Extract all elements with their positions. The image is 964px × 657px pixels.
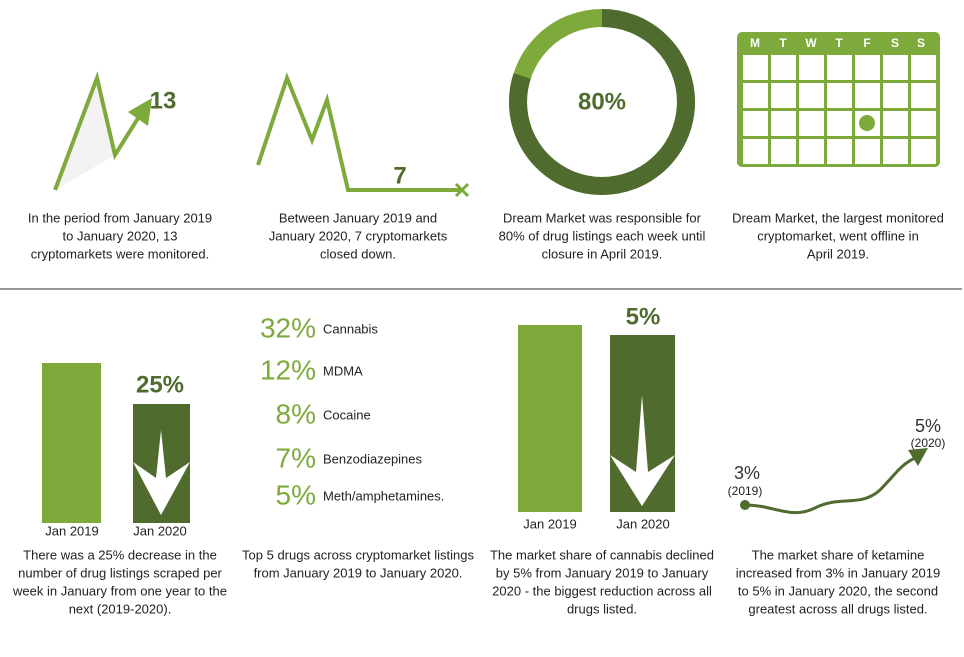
calendar-cell — [743, 139, 768, 164]
caption: next (2019-2020). — [69, 601, 172, 616]
weekday: F — [863, 36, 870, 50]
drug-percent: 8% — [276, 398, 316, 429]
arrow-head — [908, 448, 928, 466]
line-shade — [55, 78, 115, 190]
calendar-cell — [827, 83, 852, 108]
drug-name: Cocaine — [323, 407, 371, 422]
calendar-cell — [883, 83, 908, 108]
weekday: S — [891, 36, 899, 50]
drug-name: Cannabis — [323, 321, 378, 336]
drug-name: Benzodiazepines — [323, 451, 423, 466]
caption: Dream Market was responsible for — [503, 210, 702, 225]
closed-count: 7 — [393, 162, 406, 189]
caption: by 5% from January 2019 to January — [496, 565, 709, 580]
calendar-cell — [855, 83, 880, 108]
calendar-cell — [911, 139, 936, 164]
cross-mark — [454, 182, 470, 198]
caption: The market share of cannabis declined — [490, 547, 714, 562]
end-value: 5% — [915, 416, 941, 436]
growth-curve — [744, 456, 916, 515]
calendar-cell — [771, 111, 796, 136]
donut-label: 80% — [578, 88, 626, 115]
calendar-cell — [855, 55, 880, 80]
drug-percent: 5% — [276, 479, 316, 510]
trend-line — [256, 72, 460, 192]
calendar-cell — [799, 139, 824, 164]
calendar-cell — [883, 139, 908, 164]
calendar-cell — [911, 55, 936, 80]
drug-percent: 12% — [260, 354, 316, 385]
caption: 80% of drug listings each week until — [499, 228, 706, 243]
weekday: S — [917, 36, 925, 50]
end-year: (2020) — [911, 436, 946, 450]
caption: to 5% in January 2020, the second — [738, 583, 938, 598]
weekday: T — [835, 36, 843, 50]
caption: closed down. — [320, 246, 396, 261]
calendar-cell — [883, 111, 908, 136]
calendar-cell — [743, 55, 768, 80]
calendar-cell — [911, 111, 936, 136]
caption: week in January from one year to the — [12, 583, 227, 598]
bar-label: Jan 2019 — [523, 516, 577, 531]
calendar-cell — [855, 139, 880, 164]
bar-label: Jan 2020 — [616, 516, 670, 531]
calendar-dot — [859, 115, 875, 131]
caption: drugs listed. — [567, 601, 637, 616]
caption: There was a 25% decrease in the — [23, 547, 217, 562]
monitored-count: 13 — [150, 87, 177, 114]
caption: cryptomarket, went offline in — [757, 228, 919, 243]
calendar-cell — [771, 55, 796, 80]
bar-2019 — [42, 363, 101, 523]
calendar-cell — [911, 83, 936, 108]
caption: In the period from January 2019 — [28, 210, 212, 225]
caption: 2020 - the biggest reduction across all — [492, 583, 712, 598]
calendar-cell — [827, 55, 852, 80]
bar-2019 — [518, 325, 582, 512]
calendar-cell — [799, 111, 824, 136]
caption: Between January 2019 and — [279, 210, 437, 225]
caption: closure in April 2019. — [542, 246, 663, 261]
start-dot — [740, 500, 750, 510]
down-arrow — [133, 430, 190, 515]
calendar-cell — [771, 83, 796, 108]
caption: Top 5 drugs across cryptomarket listings — [242, 547, 474, 562]
decrease-value: 25% — [136, 371, 184, 398]
calendar-cell — [743, 111, 768, 136]
caption: greatest across all drugs listed. — [748, 601, 927, 616]
decline-value: 5% — [626, 303, 661, 330]
weekday: T — [779, 36, 787, 50]
caption: to January 2020, 13 — [63, 228, 178, 243]
donut-arc — [509, 9, 695, 195]
start-value: 3% — [734, 463, 760, 483]
bar-label: Jan 2020 — [133, 523, 187, 538]
drug-percent: 32% — [260, 312, 316, 343]
calendar-cell — [827, 111, 852, 136]
calendar-cell — [799, 55, 824, 80]
caption: from January 2019 to January 2020. — [254, 565, 463, 580]
start-year: (2019) — [728, 484, 763, 498]
caption: cryptomarkets were monitored. — [31, 246, 209, 261]
weekday: W — [805, 36, 817, 50]
calendar-cell — [827, 139, 852, 164]
calendar-cell — [771, 139, 796, 164]
caption: number of drug listings scraped per — [18, 565, 222, 580]
trend-line — [53, 71, 142, 191]
caption: increased from 3% in January 2019 — [736, 565, 941, 580]
bar-label: Jan 2019 — [45, 523, 99, 538]
drug-percent: 7% — [276, 442, 316, 473]
caption: The market share of ketamine — [752, 547, 925, 562]
arrow-head — [128, 98, 152, 126]
caption: April 2019. — [807, 246, 869, 261]
caption: January 2020, 7 cryptomarkets — [269, 228, 448, 243]
down-arrow — [610, 395, 675, 506]
drug-name: MDMA — [323, 363, 363, 378]
caption: Dream Market, the largest monitored — [732, 210, 944, 225]
calendar-cell — [883, 55, 908, 80]
calendar-cell — [799, 83, 824, 108]
drug-name: Meth/amphetamines. — [323, 488, 444, 503]
calendar-cell — [743, 83, 768, 108]
weekday: M — [750, 36, 760, 50]
